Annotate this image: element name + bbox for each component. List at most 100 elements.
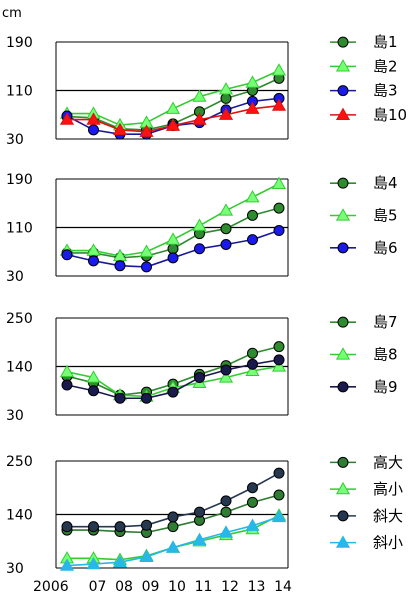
y-tick-label: 190 <box>6 172 33 188</box>
data-point <box>271 359 287 372</box>
data-point <box>61 379 73 391</box>
x-tick-label: 07 <box>89 579 107 595</box>
data-point <box>220 364 232 376</box>
data-point <box>271 176 287 189</box>
legend-marker <box>335 347 351 360</box>
data-point <box>220 238 232 250</box>
legend-label: 島7 <box>373 313 398 331</box>
x-tick-label: 08 <box>115 579 133 595</box>
data-point <box>247 234 258 246</box>
data-point <box>273 225 285 237</box>
legend-marker <box>337 85 349 97</box>
data-point <box>167 521 179 533</box>
legend-label: 島6 <box>373 239 398 257</box>
y-unit-label: cm <box>2 6 22 21</box>
data-point <box>88 385 99 397</box>
legend-marker <box>337 177 349 189</box>
legend-marker <box>337 381 349 393</box>
data-point <box>167 252 179 264</box>
data-point <box>247 358 258 370</box>
data-point <box>247 496 258 508</box>
data-point <box>141 261 152 273</box>
data-point <box>218 203 234 216</box>
legend-label: 島2 <box>373 57 398 75</box>
legend-label: 島3 <box>373 82 398 100</box>
data-point <box>59 558 75 571</box>
x-tick-label: 09 <box>142 579 160 595</box>
data-point <box>167 243 179 255</box>
legend-marker <box>337 36 349 48</box>
legend-marker <box>337 316 349 328</box>
y-tick-label: 30 <box>6 132 24 148</box>
data-point <box>192 218 207 231</box>
data-point <box>245 189 260 203</box>
legend-label: 斜大 <box>373 507 403 525</box>
chart-panels: 190 110 30 島1 島2 島3 島10 190 110 30 島4 島5 島6 250 140 30 島… <box>6 33 407 595</box>
y-tick-label: 190 <box>6 35 33 51</box>
data-point <box>194 243 205 255</box>
x-tick-label: 12 <box>221 579 239 595</box>
legend-marker <box>335 535 351 548</box>
data-point <box>218 82 234 95</box>
data-point <box>271 98 287 111</box>
data-point <box>194 506 205 518</box>
legend-label: 島8 <box>373 346 398 364</box>
legend-label: 島1 <box>373 33 398 51</box>
data-point <box>271 63 287 76</box>
data-point <box>88 124 99 136</box>
data-point <box>220 223 232 235</box>
data-point <box>245 518 260 531</box>
legend-marker <box>335 208 351 221</box>
x-tick-label: 2006 <box>33 579 69 595</box>
y-tick-label: 250 <box>6 454 33 470</box>
data-point <box>220 495 232 507</box>
data-point <box>192 532 207 545</box>
data-point <box>114 260 126 272</box>
legend-label: 島10 <box>373 106 407 124</box>
y-tick-label: 30 <box>6 269 24 285</box>
data-point <box>192 89 207 102</box>
data-point <box>86 243 101 256</box>
x-tick-label: 14 <box>274 579 292 595</box>
legend-label: 斜小 <box>373 534 403 552</box>
data-point <box>141 392 152 404</box>
data-point <box>88 255 99 267</box>
data-point <box>139 549 154 562</box>
data-point <box>218 107 234 120</box>
y-tick-label: 140 <box>6 360 33 376</box>
legend-marker <box>337 510 349 522</box>
data-point <box>112 554 128 568</box>
data-point <box>165 540 181 553</box>
data-point <box>167 511 179 523</box>
legend-label: 高大 <box>373 453 403 471</box>
legend-label: 島4 <box>373 174 398 192</box>
data-point <box>271 509 287 523</box>
data-point <box>273 354 285 366</box>
data-point <box>61 249 73 261</box>
data-point <box>247 482 258 494</box>
data-point <box>218 370 234 383</box>
data-point <box>245 75 260 88</box>
chart-panel-1: 190 110 30 島1 島2 島3 島10 <box>6 33 407 148</box>
data-point <box>273 341 285 353</box>
data-point <box>218 525 234 538</box>
data-point <box>194 372 205 384</box>
data-point <box>245 101 260 114</box>
x-tick-label: 11 <box>195 579 213 595</box>
data-point <box>61 521 73 533</box>
data-point <box>141 519 152 531</box>
data-point <box>167 386 179 398</box>
data-point <box>88 521 99 533</box>
legend-label: 島9 <box>373 378 398 396</box>
chart-panel-2: 190 110 30 島4 島5 島6 <box>6 172 398 285</box>
y-tick-label: 30 <box>6 408 24 424</box>
data-point <box>247 209 258 221</box>
data-point <box>220 506 232 518</box>
data-point <box>192 112 207 125</box>
data-point <box>273 467 285 479</box>
legend-marker <box>337 242 349 254</box>
data-point <box>273 202 285 214</box>
y-tick-label: 140 <box>6 508 33 524</box>
data-point <box>247 347 258 359</box>
data-point <box>165 232 181 245</box>
